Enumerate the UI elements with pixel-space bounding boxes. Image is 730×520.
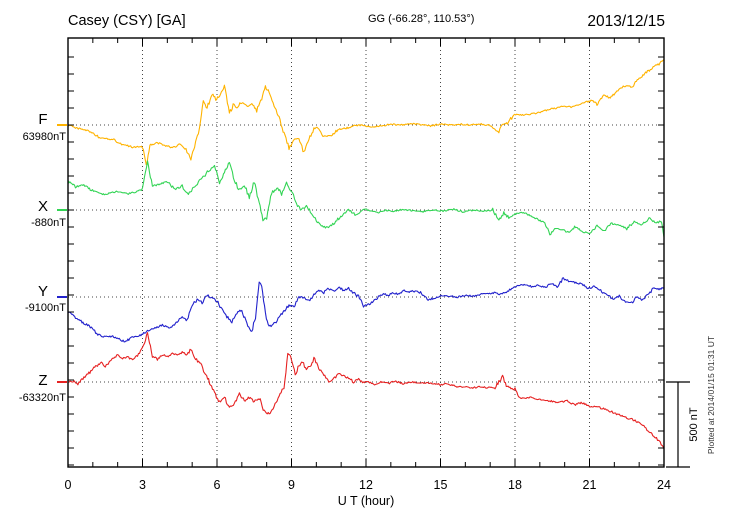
trace-F [67, 58, 665, 166]
x-axis-label: U T (hour) [338, 494, 395, 508]
x-tick-label: 3 [139, 478, 146, 492]
x-tick-labels: 0 3 6 9 12 15 18 21 24 [65, 478, 671, 492]
trace-X [67, 160, 665, 238]
date-label: 2013/12/15 [587, 13, 665, 30]
scale-bar-label: 500 nT [688, 407, 700, 442]
x-tick-label: 15 [434, 478, 448, 492]
x-tick-label: 21 [583, 478, 597, 492]
component-label-Y: Y [38, 283, 48, 300]
baseline-value-F: 63980nT [23, 131, 67, 143]
trace-Y [67, 277, 665, 343]
plotted-at-label: Plotted at 2014/01/15 01:31 UT [706, 336, 716, 454]
traces [67, 58, 665, 450]
x-tick-label: 18 [508, 478, 522, 492]
baseline-value-Y: -9100nT [25, 302, 66, 314]
x-tick-label: 24 [657, 478, 671, 492]
component-label-X: X [38, 198, 48, 215]
axis-ticks [57, 38, 664, 467]
geographic-coords: GG (-66.28°, 110.53°) [368, 13, 474, 25]
component-label-Z: Z [38, 372, 47, 389]
x-tick-label: 0 [65, 478, 72, 492]
trace-Z [67, 332, 665, 450]
station-title: Casey (CSY) [GA] [68, 13, 186, 29]
x-tick-label: 6 [214, 478, 221, 492]
component-label-F: F [38, 111, 47, 128]
x-tick-label: 9 [288, 478, 295, 492]
gridlines [68, 38, 664, 467]
scale-bar [666, 381, 690, 468]
x-tick-label: 12 [359, 478, 373, 492]
baseline-value-X: -880nT [31, 217, 66, 229]
baseline-value-Z: -63320nT [19, 392, 66, 404]
